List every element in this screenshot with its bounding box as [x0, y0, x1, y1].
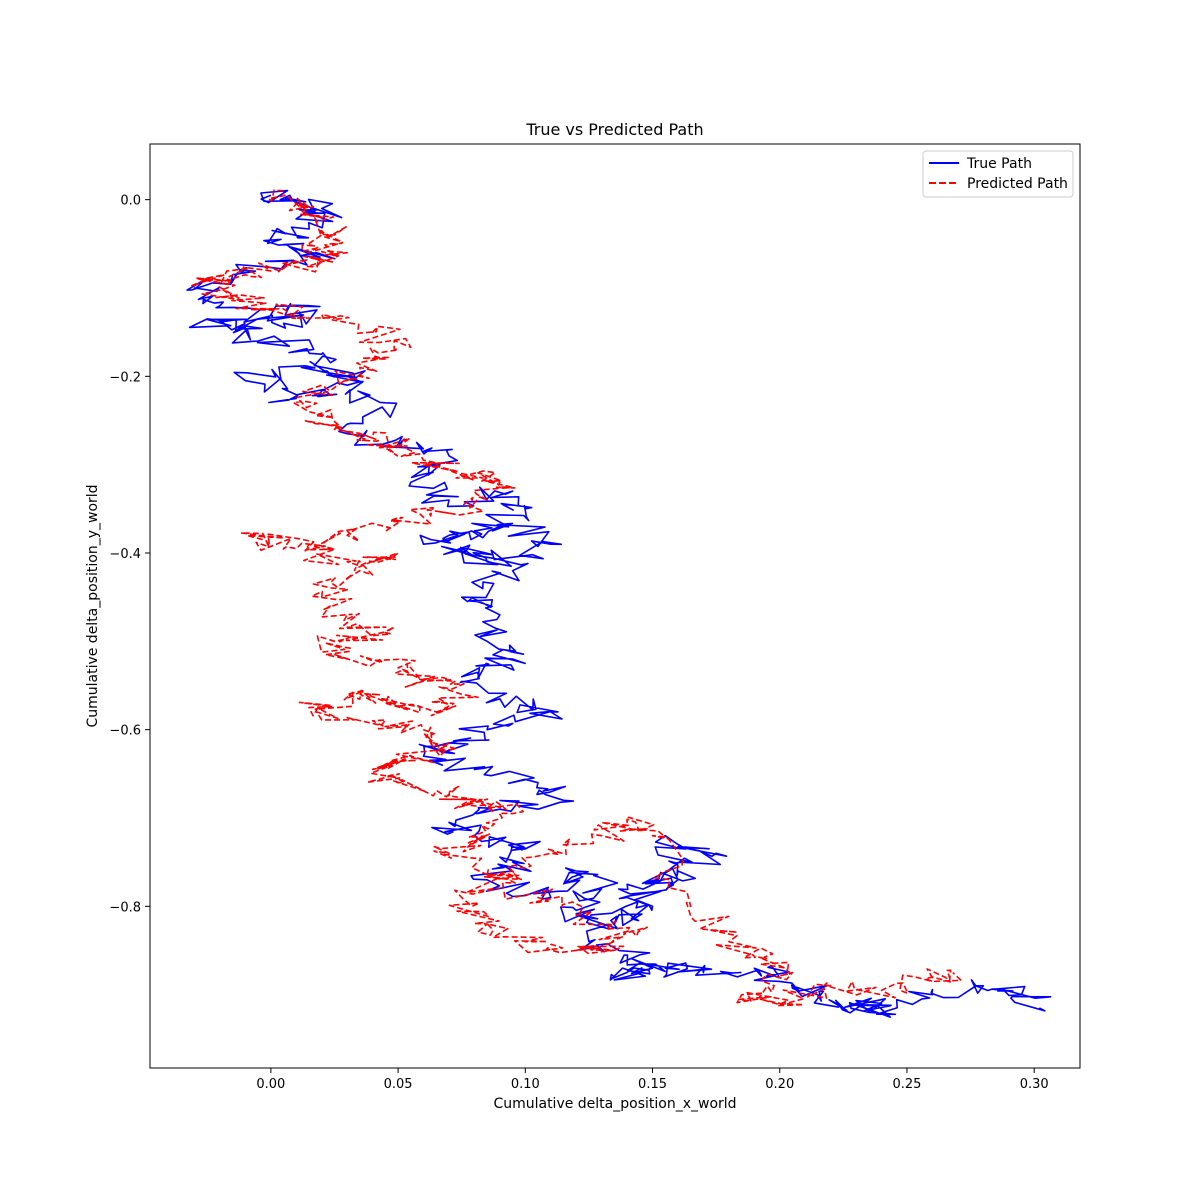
y-axis-label: Cumulative delta_position_y_world — [85, 484, 101, 727]
y-tick-label: −0.6 — [109, 724, 141, 739]
x-axis-label: Cumulative delta_position_x_world — [493, 1096, 736, 1112]
x-axis-ticks: 0.00 0.05 0.10 0.15 0.20 0.25 0.30 — [256, 1068, 1049, 1092]
x-tick-label: 0.05 — [384, 1077, 413, 1092]
series-line-true-path — [186, 189, 1052, 1018]
plot-frame — [149, 143, 1081, 1069]
y-tick-label: 0.0 — [120, 194, 141, 209]
y-axis-ticks: 0.0 −0.2 −0.4 −0.6 −0.8 — [109, 194, 150, 915]
y-tick-label: −0.4 — [109, 547, 141, 562]
series-line-predicted-path — [189, 189, 962, 1007]
legend-box — [922, 150, 1074, 198]
legend-label-true-path: True Path — [966, 156, 1032, 172]
y-tick-label: −0.8 — [109, 900, 141, 915]
y-tick-label: −0.2 — [109, 370, 141, 385]
x-tick-label: 0.10 — [511, 1077, 540, 1092]
series-layer — [186, 189, 1052, 1018]
legend-label-predicted-path: Predicted Path — [967, 176, 1068, 192]
x-tick-label: 0.25 — [893, 1077, 922, 1092]
x-tick-label: 0.15 — [638, 1077, 667, 1092]
legend: True Path Predicted Path — [922, 150, 1074, 198]
x-tick-label: 0.00 — [256, 1077, 285, 1092]
x-tick-label: 0.30 — [1020, 1077, 1049, 1092]
chart-title: True vs Predicted Path — [525, 120, 703, 139]
x-tick-label: 0.20 — [765, 1077, 794, 1092]
